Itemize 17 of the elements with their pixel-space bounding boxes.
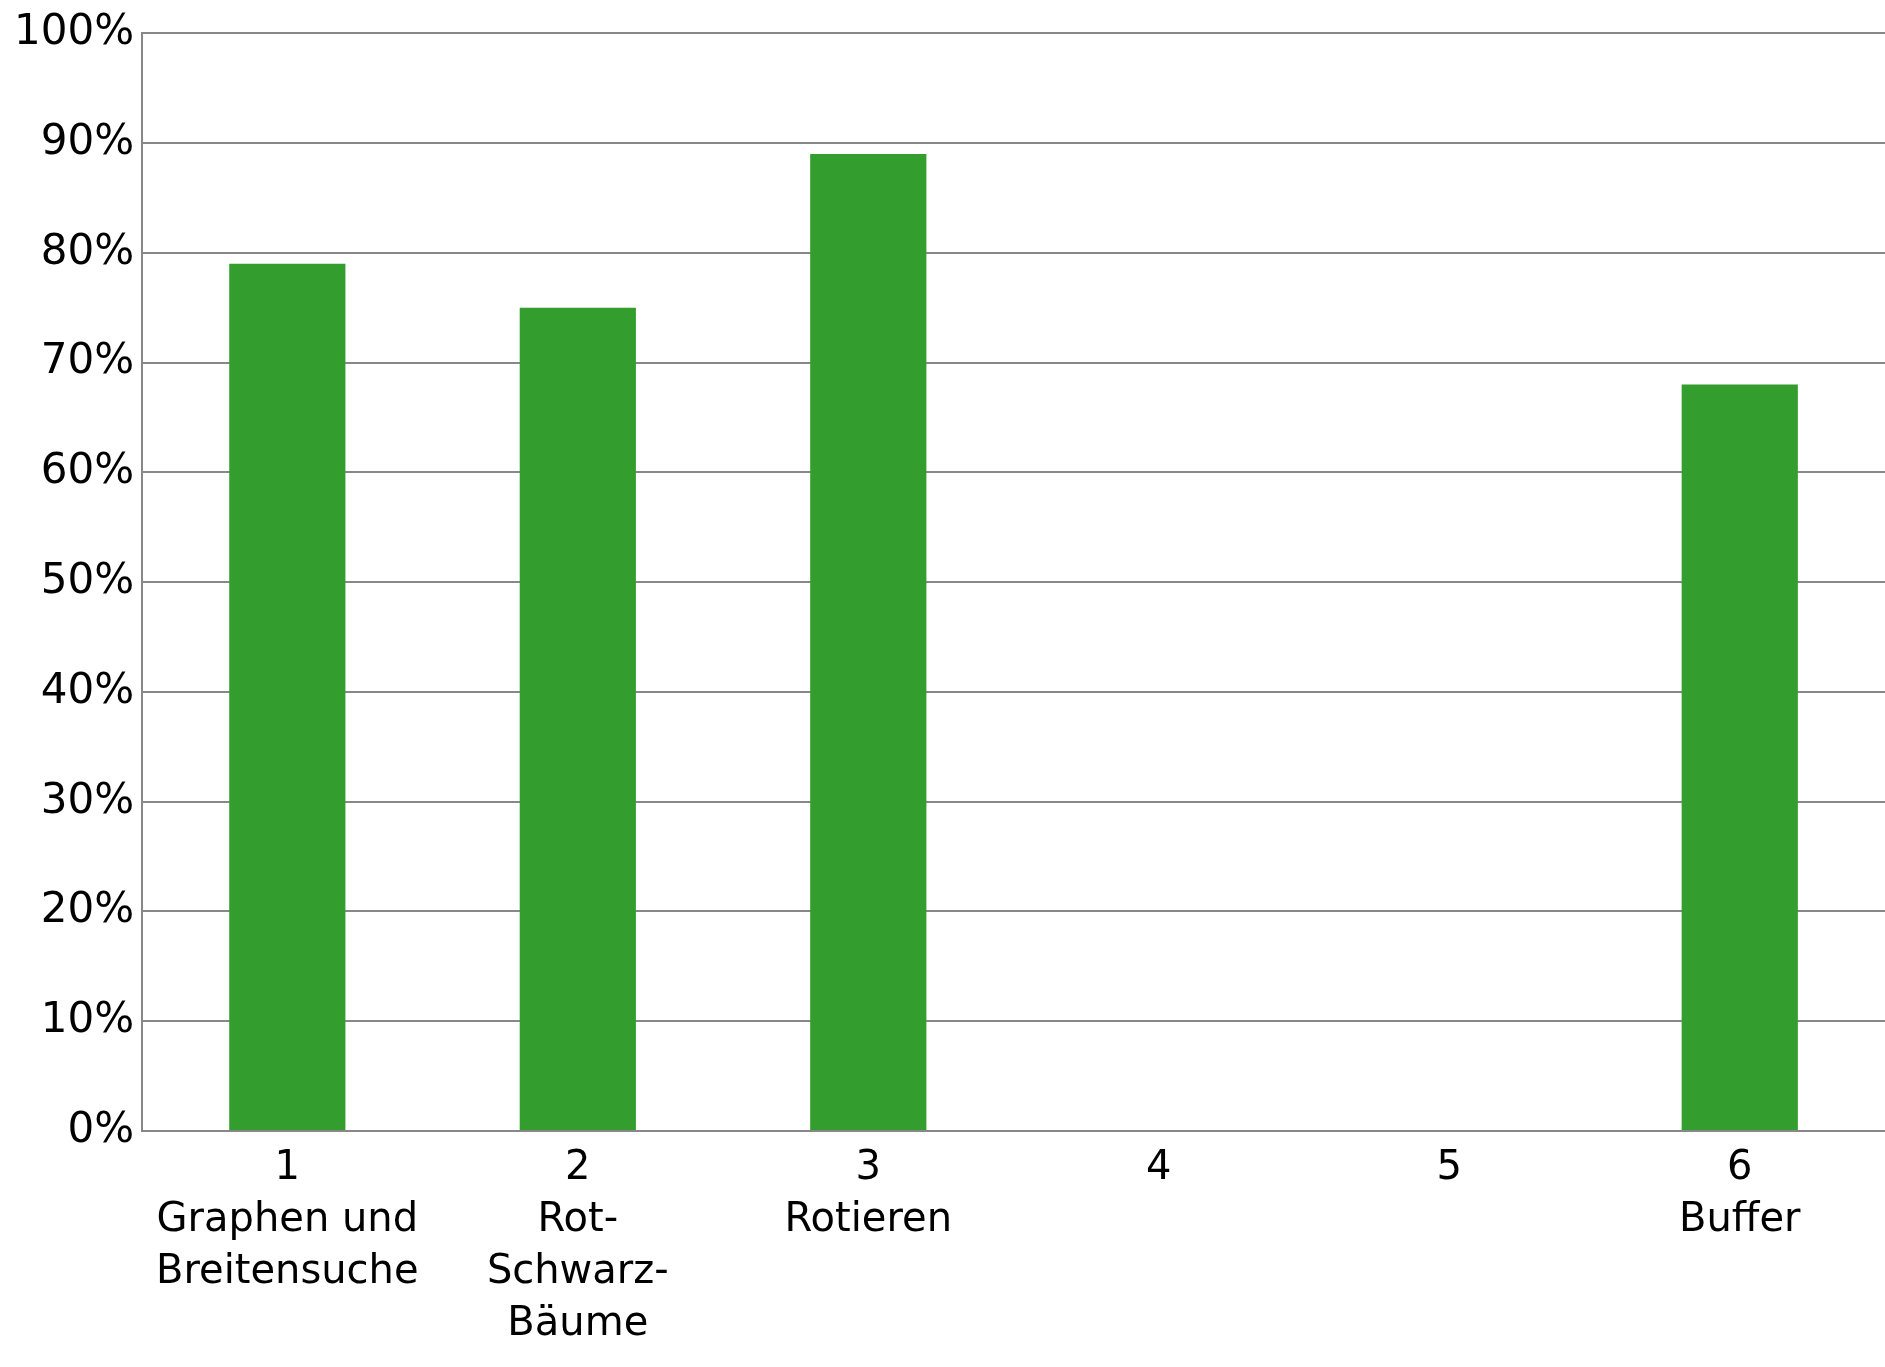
- y-tick-label: 80%: [40, 224, 135, 274]
- y-tick-label: 100%: [14, 5, 135, 55]
- x-tick-label: 4: [1146, 1142, 1172, 1189]
- x-tick-label: 3 Rotieren: [784, 1142, 952, 1241]
- x-tick-label: 1 Graphen und Breitensuche: [156, 1142, 419, 1293]
- y-tick-label: 0%: [67, 1102, 135, 1152]
- x-tick-label: 2 Rot- Schwarz- Bäume: [486, 1142, 669, 1345]
- x-tick-label: 6 Buffer: [1679, 1142, 1802, 1241]
- y-tick-label: 60%: [40, 444, 135, 494]
- y-tick-label: 70%: [40, 334, 135, 384]
- y-tick-label: 90%: [40, 114, 135, 164]
- y-tick-label: 20%: [40, 883, 135, 933]
- y-tick-label: 30%: [40, 773, 135, 823]
- y-tick-label: 40%: [40, 663, 135, 713]
- x-tick-label: 5: [1436, 1142, 1462, 1189]
- y-tick-label: 50%: [40, 554, 135, 604]
- y-tick-label: 10%: [40, 993, 135, 1043]
